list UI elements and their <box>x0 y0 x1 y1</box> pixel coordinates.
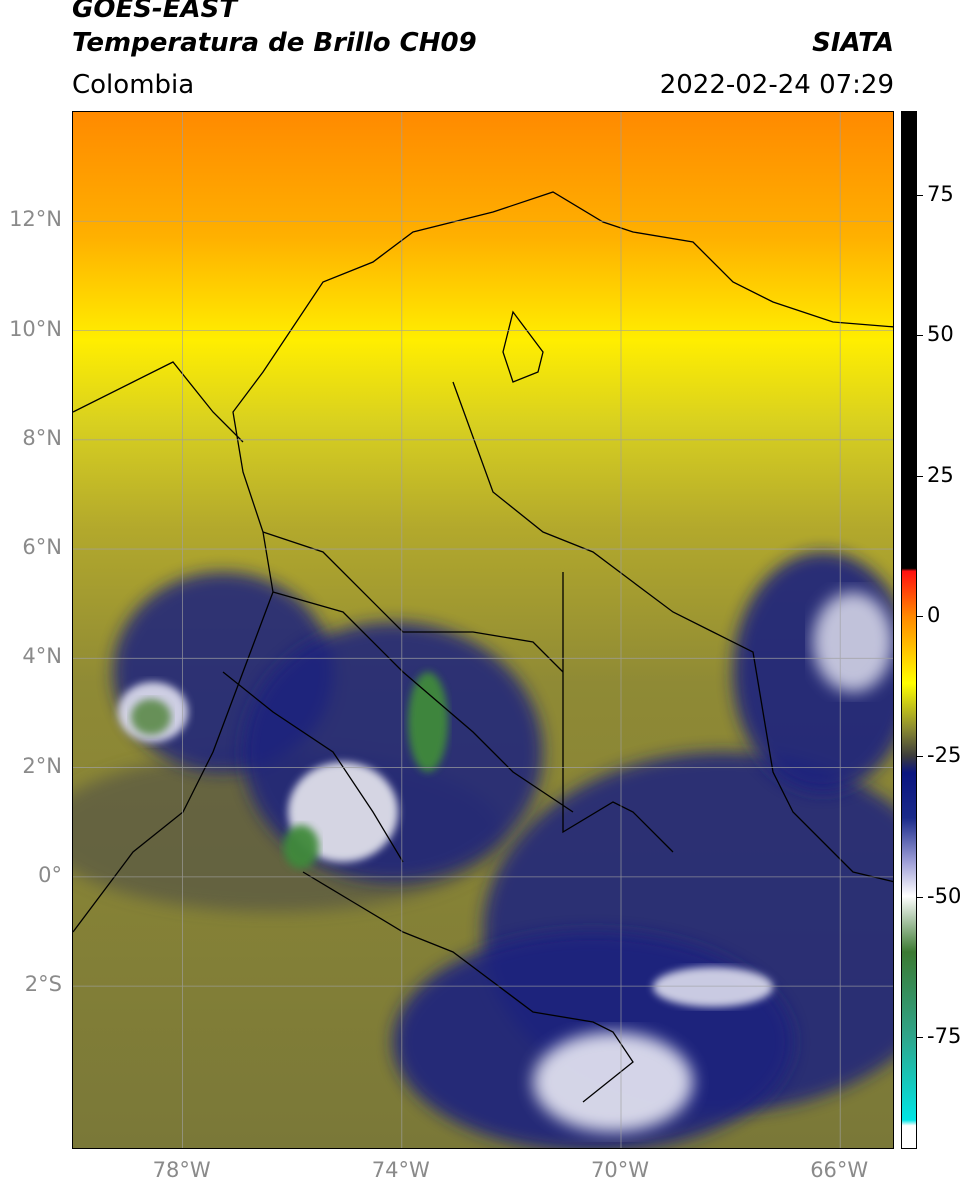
colorbar-label-50: 50 <box>927 322 954 347</box>
lat-label-4n: 4°N <box>22 644 62 669</box>
satellite-map[interactable] <box>72 111 894 1149</box>
product-title: Temperatura de Brillo CH09 <box>72 28 477 58</box>
lon-label-70w: 70°W <box>591 1158 649 1182</box>
colorbar-label-minus50: -50 <box>927 883 962 908</box>
lat-label-8n: 8°N <box>22 425 62 450</box>
temperature-colorbar <box>901 111 917 1149</box>
lat-label-12n: 12°N <box>9 207 62 232</box>
colorbar-tick-0 <box>917 615 923 617</box>
colorbar-label-minus25: -25 <box>927 743 962 768</box>
colorbar-tick-minus50 <box>917 896 923 898</box>
brand-label: SIATA <box>812 28 894 58</box>
colorbar-tick-minus75 <box>917 1036 923 1038</box>
colorbar-label-minus75: -75 <box>927 1023 962 1048</box>
colorbar-tick-50 <box>917 335 923 337</box>
colorbar-label-0: 0 <box>927 602 941 627</box>
lon-label-66w: 66°W <box>810 1158 869 1182</box>
lat-label-10n: 10°N <box>9 316 62 341</box>
timestamp-label: 2022-02-24 07:29 <box>659 70 894 100</box>
colorbar-label-75: 75 <box>927 182 954 207</box>
lon-label-74w: 74°W <box>371 1158 430 1182</box>
lon-label-78w: 78°W <box>152 1158 211 1182</box>
graticule <box>73 112 893 1148</box>
colorbar-tick-25 <box>917 475 923 477</box>
cloud-field <box>73 552 893 1148</box>
colorbar-label-25: 25 <box>927 462 954 487</box>
region-label: Colombia <box>72 70 195 100</box>
colorbar-tick-minus25 <box>917 756 923 758</box>
colorbar-tick-75 <box>917 195 923 197</box>
lat-label-0: 0° <box>38 862 62 887</box>
satellite-title: GOES-EAST <box>72 0 238 24</box>
map-canvas <box>73 112 893 1148</box>
lat-label-6n: 6°N <box>22 535 62 560</box>
lat-label-2s: 2°S <box>24 972 62 997</box>
lat-label-2n: 2°N <box>22 753 62 778</box>
